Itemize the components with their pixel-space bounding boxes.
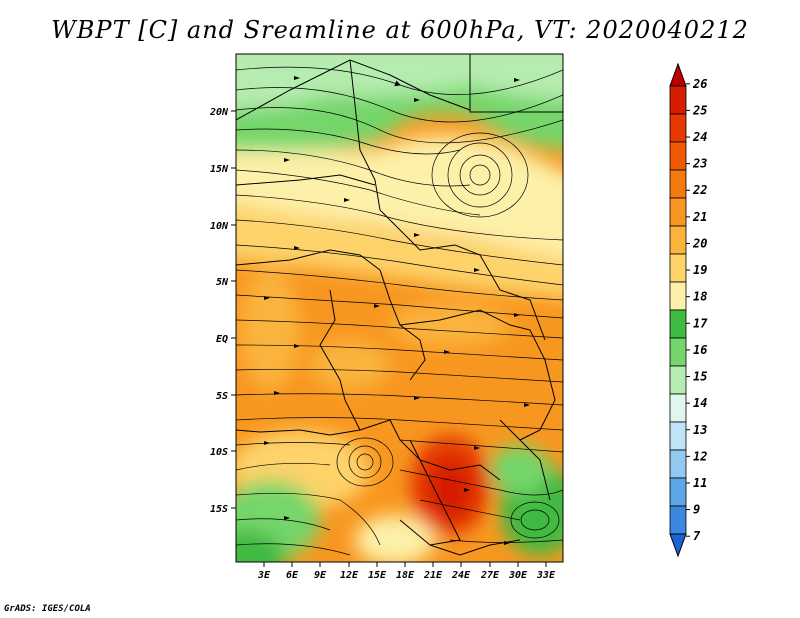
colorbar-segment — [669, 505, 687, 535]
lat-label: 20N — [209, 107, 229, 118]
colorbar-label: 21 — [692, 210, 707, 224]
colorbar-label: 11 — [693, 476, 707, 490]
lon-label: 24E — [451, 570, 471, 581]
colorbar-label: 14 — [693, 396, 707, 410]
colorbar-label: 26 — [692, 77, 707, 91]
colorbar-label: 24 — [692, 130, 707, 144]
lon-label: 12E — [340, 570, 359, 581]
wbpt-shading — [236, 54, 563, 562]
lat-label: EQ — [216, 334, 228, 345]
lon-label: 15E — [368, 570, 387, 581]
lon-label: 21E — [423, 570, 443, 581]
streamlines — [236, 66, 563, 556]
lon-label: 30E — [508, 570, 528, 581]
lon-label: 33E — [536, 570, 556, 581]
colorbar-label: 15 — [693, 370, 707, 384]
colorbar-segment — [669, 62, 687, 87]
colorbar-label: 16 — [693, 343, 707, 357]
latitude-axis: 20N 15N 10N 5N EQ 5S 10S 15S — [209, 107, 236, 515]
grads-credit: GrADS: IGES/COLA — [4, 604, 91, 614]
colorbar-segment — [669, 225, 687, 255]
colorbar-label: 13 — [693, 423, 707, 437]
longitude-axis: 3E 6E 9E 12E 15E 18E 21E 24E 27E 30E 33E — [257, 562, 556, 581]
lon-label: 18E — [396, 570, 415, 581]
colorbar-segment — [669, 337, 687, 367]
colorbar-label: 20 — [692, 236, 707, 250]
colorbar-label: 19 — [693, 263, 707, 277]
colorbar-segment — [669, 141, 687, 171]
lat-label: 10N — [210, 221, 229, 232]
streamline-arrows — [264, 76, 530, 545]
colorbar: 26 25 24 23 22 21 20 19 18 17 16 15 14 13 12 11 9 7 — [669, 62, 708, 558]
colorbar-label: 23 — [692, 157, 707, 171]
colorbar-label: 7 — [693, 529, 701, 543]
colorbar-label: 12 — [693, 449, 707, 463]
colorbar-label: 22 — [692, 183, 707, 197]
lat-label: 5N — [216, 277, 229, 288]
colorbar-label: 18 — [693, 290, 707, 304]
colorbar-segment — [669, 365, 687, 395]
colorbar-segment — [669, 113, 687, 143]
colorbar-segment — [669, 253, 687, 283]
colorbar-segment — [669, 449, 687, 479]
lon-label: 3E — [257, 570, 271, 581]
colorbar-segment — [669, 281, 687, 311]
colorbar-segment — [669, 169, 687, 199]
colorbar-label: 9 — [693, 503, 700, 517]
lon-label: 27E — [480, 570, 500, 581]
map-frame — [235, 53, 564, 563]
colorbar-segment — [669, 421, 687, 451]
colorbar-segment — [669, 85, 687, 115]
lat-label: 15S — [210, 504, 228, 515]
lat-label: 15N — [210, 164, 229, 175]
colorbar-segment — [669, 477, 687, 507]
lon-label: 9E — [314, 570, 327, 581]
chart-title: WBPT [C] and Sreamline at 600hPa, VT: 20… — [51, 16, 749, 44]
colorbar-label: 25 — [692, 103, 707, 117]
lat-label: 10S — [210, 447, 228, 458]
colorbar-segment — [669, 533, 687, 558]
lon-label: 6E — [286, 570, 299, 581]
colorbar-segment — [669, 309, 687, 339]
colorbar-segment — [669, 197, 687, 227]
lat-label: 5S — [216, 391, 228, 402]
colorbar-segment — [669, 393, 687, 423]
colorbar-label: 17 — [693, 316, 708, 330]
